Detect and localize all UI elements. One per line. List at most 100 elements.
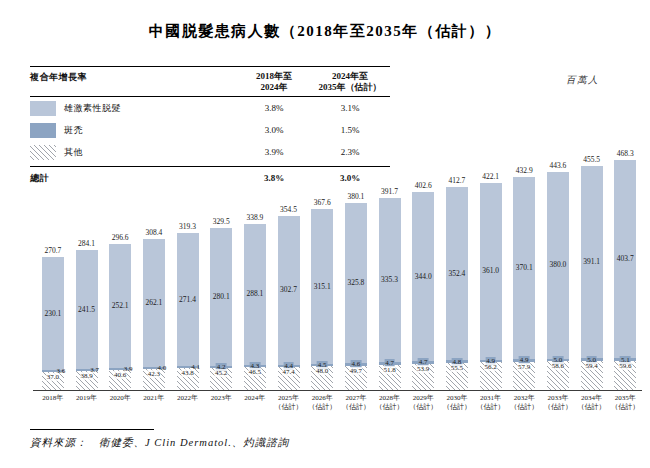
stacked-bar: 468.3403.75.159.6 [614,160,636,390]
total-value-label: 443.6 [549,162,566,170]
legend-row-alopecia-areata: 斑禿 3.0% 1.5% [30,119,390,141]
legend-row-androgenetic: 雄激素性脱髮 3.8% 3.1% [30,97,390,119]
other-value-label: 38.9 [80,372,93,380]
total-value-label: 402.6 [415,182,432,190]
androgenetic-value-label: 252.1 [112,302,129,310]
total-value-label: 422.1 [482,173,499,181]
androgenetic-value-label: 262.1 [145,299,162,307]
bar-group: 284.1241.53.738.9 [70,160,104,390]
bar-group: 329.5280.14.245.2 [204,160,238,390]
stacked-bar: 455.5391.15.059.4 [581,166,603,390]
legend-swatch-dark-icon [30,123,56,138]
bar-group: 412.7352.44.855.5 [440,160,474,390]
x-axis-tick-label: 2020年 [103,394,137,412]
total-value-label: 412.7 [448,177,465,185]
total-value-label: 391.7 [381,188,398,196]
cagr-value: 3.8% [238,103,310,114]
other-value-label: 57.9 [518,363,531,371]
cagr-value: 3.0% [238,125,310,136]
legend-swatch-light-icon [30,101,56,116]
androgenetic-value-label: 230.1 [44,310,61,318]
other-value-label: 49.7 [349,367,362,375]
x-axis-tick-label: 2031年 （估計） [474,394,508,412]
total-value-label: 432.9 [516,167,533,175]
legend-label-other: 其他 [64,146,83,159]
cagr-col1-header: 2018年至 2024年 [238,71,310,93]
stacked-bar: 296.6252.13.940.6 [109,244,131,390]
bar-group: 391.7335.34.751.8 [373,160,407,390]
x-axis-tick-label: 2030年 （估計） [440,394,474,412]
total-value-label: 468.3 [617,150,634,158]
total-value-label: 329.5 [213,218,230,226]
total-value-label: 455.5 [583,156,600,164]
stacked-bar: 308.4262.14.042.3 [143,239,165,390]
x-axis-tick-label: 2032年 （估計） [507,394,541,412]
stacked-bar: 391.7335.34.751.8 [379,198,401,390]
androgenetic-value-label: 335.3 [381,276,398,284]
x-axis-tick-label: 2035年 （估計） [608,394,642,412]
bar-group: 402.6344.04.753.9 [406,160,440,390]
bar-group: 338.9288.14.346.5 [238,160,272,390]
androgenetic-value-label: 271.4 [179,296,196,304]
androgenetic-value-label: 280.1 [213,293,230,301]
cagr-table-header-row: 複合年增長率 2018年至 2024年 2024年至 2035年（估計） [30,67,390,97]
bar-group: 422.1361.04.956.2 [474,160,508,390]
other-value-label: 46.5 [248,368,261,376]
x-axis-tick-label: 2028年 （估計） [373,394,407,412]
stacked-bar: 338.9288.14.346.5 [244,224,266,390]
stacked-bar: 412.7352.44.855.5 [446,187,468,390]
other-value-label: 55.5 [450,364,463,372]
total-value-label: 319.3 [179,223,196,231]
stacked-bar: 319.3271.44.143.8 [177,233,199,390]
x-axis-tick-label: 2024年 [238,394,272,412]
legend-swatch-hatch-icon [30,145,56,160]
cagr-header-label: 複合年增長率 [30,71,238,84]
androgenetic-value-label: 391.1 [583,258,600,266]
total-value-label: 270.7 [44,247,61,255]
cagr-col2-header: 2024年至 2035年（估計） [310,71,390,93]
androgenetic-value-label: 302.7 [280,286,297,294]
x-axis-line [33,390,642,391]
stacked-bar: 380.1325.84.649.7 [345,203,367,390]
total-value-label: 308.4 [145,229,162,237]
cagr-value: 3.1% [310,103,390,114]
other-value-label: 42.3 [147,370,160,378]
androgenetic-value-label: 361.0 [482,267,499,275]
other-value-label: 40.6 [114,371,127,379]
cagr-value: 2.3% [310,147,390,158]
legend-label-alopecia-areata: 斑禿 [64,124,83,137]
androgenetic-value-label: 352.4 [448,270,465,278]
androgenetic-value-label: 344.0 [415,273,432,281]
bar-group: 319.3271.44.143.8 [171,160,205,390]
x-axis-tick-label: 2019年 [70,394,104,412]
bar-group: 270.7230.13.637.0 [36,160,70,390]
bar-group: 354.5302.74.447.4 [272,160,306,390]
androgenetic-value-label: 241.5 [78,306,95,314]
bar-group: 468.3403.75.159.6 [608,160,642,390]
other-value-label: 53.9 [417,365,430,373]
total-value-label: 380.1 [347,193,364,201]
bar-group: 296.6252.13.940.6 [103,160,137,390]
bar-group: 367.6315.14.548.0 [305,160,339,390]
androgenetic-value-label: 288.1 [246,290,263,298]
y-axis-unit-label: 百萬人 [566,74,599,87]
x-axis-tick-label: 2034年 （估計） [575,394,609,412]
x-axis-tick-label: 2027年 （估計） [339,394,373,412]
stacked-bar: 402.6344.04.753.9 [412,192,434,390]
total-value-label: 367.6 [314,199,331,207]
stacked-bar-chart: 270.7230.13.637.0284.1241.53.738.9296.62… [36,160,642,390]
x-axis-tick-label: 2033年 （估計） [541,394,575,412]
total-value-label: 354.5 [280,206,297,214]
other-value-label: 48.0 [316,367,329,375]
androgenetic-value-label: 370.1 [516,264,533,272]
other-value-label: 37.0 [46,373,59,381]
other-value-label: 56.2 [484,363,497,371]
total-value-label: 296.6 [112,234,129,242]
x-axis-tick-label: 2022年 [171,394,205,412]
stacked-bar: 432.9370.14.957.9 [513,177,535,390]
chart-title: 中國脱髮患病人數（2018年至2035年（估計）） [0,22,650,41]
total-value-label: 338.9 [246,214,263,222]
x-axis-labels: 2018年2019年2020年2021年2022年2023年2024年2025年… [36,394,642,412]
page: 中國脱髮患病人數（2018年至2035年（估計）） 複合年增長率 2018年至 … [0,0,650,468]
stacked-bar: 367.6315.14.548.0 [311,209,333,390]
